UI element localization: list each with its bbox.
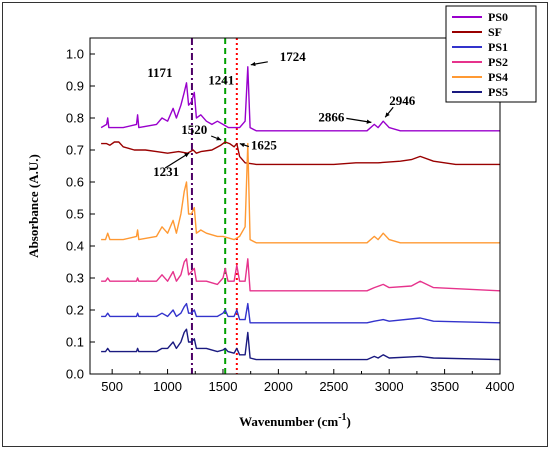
series-line-sf — [101, 141, 500, 166]
peak-arrowhead-1231 — [184, 153, 190, 158]
x-axis-label-superscript: -1 — [338, 412, 346, 423]
x-tick-label: 2000 — [264, 379, 293, 394]
x-tick-label: 4000 — [486, 379, 515, 394]
x-tick-label: 1000 — [153, 379, 182, 394]
legend-label-ps1: PS1 — [488, 40, 508, 54]
y-tick-label: 0.6 — [66, 175, 84, 190]
y-tick-label: 0.7 — [66, 143, 84, 158]
series-line-ps2 — [101, 258, 501, 292]
peak-label-2946: 2946 — [389, 93, 416, 108]
legend-box — [445, 5, 537, 103]
y-tick-label: 0.5 — [66, 207, 84, 222]
x-tick-label: 500 — [101, 379, 123, 394]
peak-annotations-layer: 1171 1241 1724 2866 2946 1520 1625 1231 — [147, 49, 415, 179]
reference-lines-layer — [190, 38, 238, 374]
legend-label-ps5: PS5 — [488, 85, 508, 99]
legend-label-ps2: PS2 — [488, 55, 508, 69]
peak-label-2866: 2866 — [318, 109, 345, 124]
y-axis-label: Absorbance (A.U.) — [26, 154, 41, 258]
y-tick-label: 0.8 — [66, 111, 84, 126]
peak-label-1724: 1724 — [280, 49, 307, 64]
y-tick-label: 0.3 — [66, 271, 84, 286]
y-tick-label: 0.1 — [66, 335, 84, 350]
legend-label-sf: SF — [488, 25, 502, 39]
peak-label-1520: 1520 — [181, 122, 207, 137]
plot-area-border — [89, 37, 501, 375]
x-axis-label-close: ) — [347, 414, 351, 429]
series-line-ps1 — [101, 302, 501, 324]
legend-label-ps4: PS4 — [488, 70, 508, 84]
x-axis-label: Wavenumber (cm-1) — [239, 412, 351, 429]
peak-arrowhead-2946 — [385, 112, 390, 118]
x-tick-label: 3500 — [430, 379, 459, 394]
series-line-ps0 — [100, 66, 500, 132]
y-tick-label: 0.0 — [66, 367, 84, 382]
x-tick-label: 2500 — [319, 379, 348, 394]
y-tick-label: 0.9 — [66, 79, 84, 94]
peak-label-1241: 1241 — [208, 72, 234, 87]
peak-arrowhead-1520 — [216, 136, 222, 141]
series-line-ps4 — [101, 142, 500, 244]
y-tick-label: 1.0 — [66, 47, 84, 62]
peak-arrowhead-1724 — [250, 61, 256, 67]
peak-arrow-1231 — [164, 152, 190, 169]
peak-label-1625: 1625 — [251, 138, 278, 153]
series-line-ps5 — [101, 328, 501, 361]
axis-ticks-layer: 500 1000 1500 2000 2500 3000 3500 4000 0.0 0.1 0.2… — [66, 47, 515, 395]
y-tick-label: 0.4 — [66, 239, 84, 254]
peak-arrowhead-2866 — [366, 119, 372, 124]
peak-arrowhead-1625 — [239, 142, 245, 148]
peak-label-1171: 1171 — [147, 65, 172, 80]
x-tick-label: 3000 — [375, 379, 404, 394]
y-tick-label: 0.2 — [66, 303, 84, 318]
x-tick-label: 1500 — [209, 379, 238, 394]
legend-label-ps0: PS0 — [488, 10, 508, 24]
peak-label-1231: 1231 — [153, 164, 179, 179]
x-axis-label-main: Wavenumber (cm — [239, 414, 338, 429]
series-layer — [100, 66, 501, 361]
